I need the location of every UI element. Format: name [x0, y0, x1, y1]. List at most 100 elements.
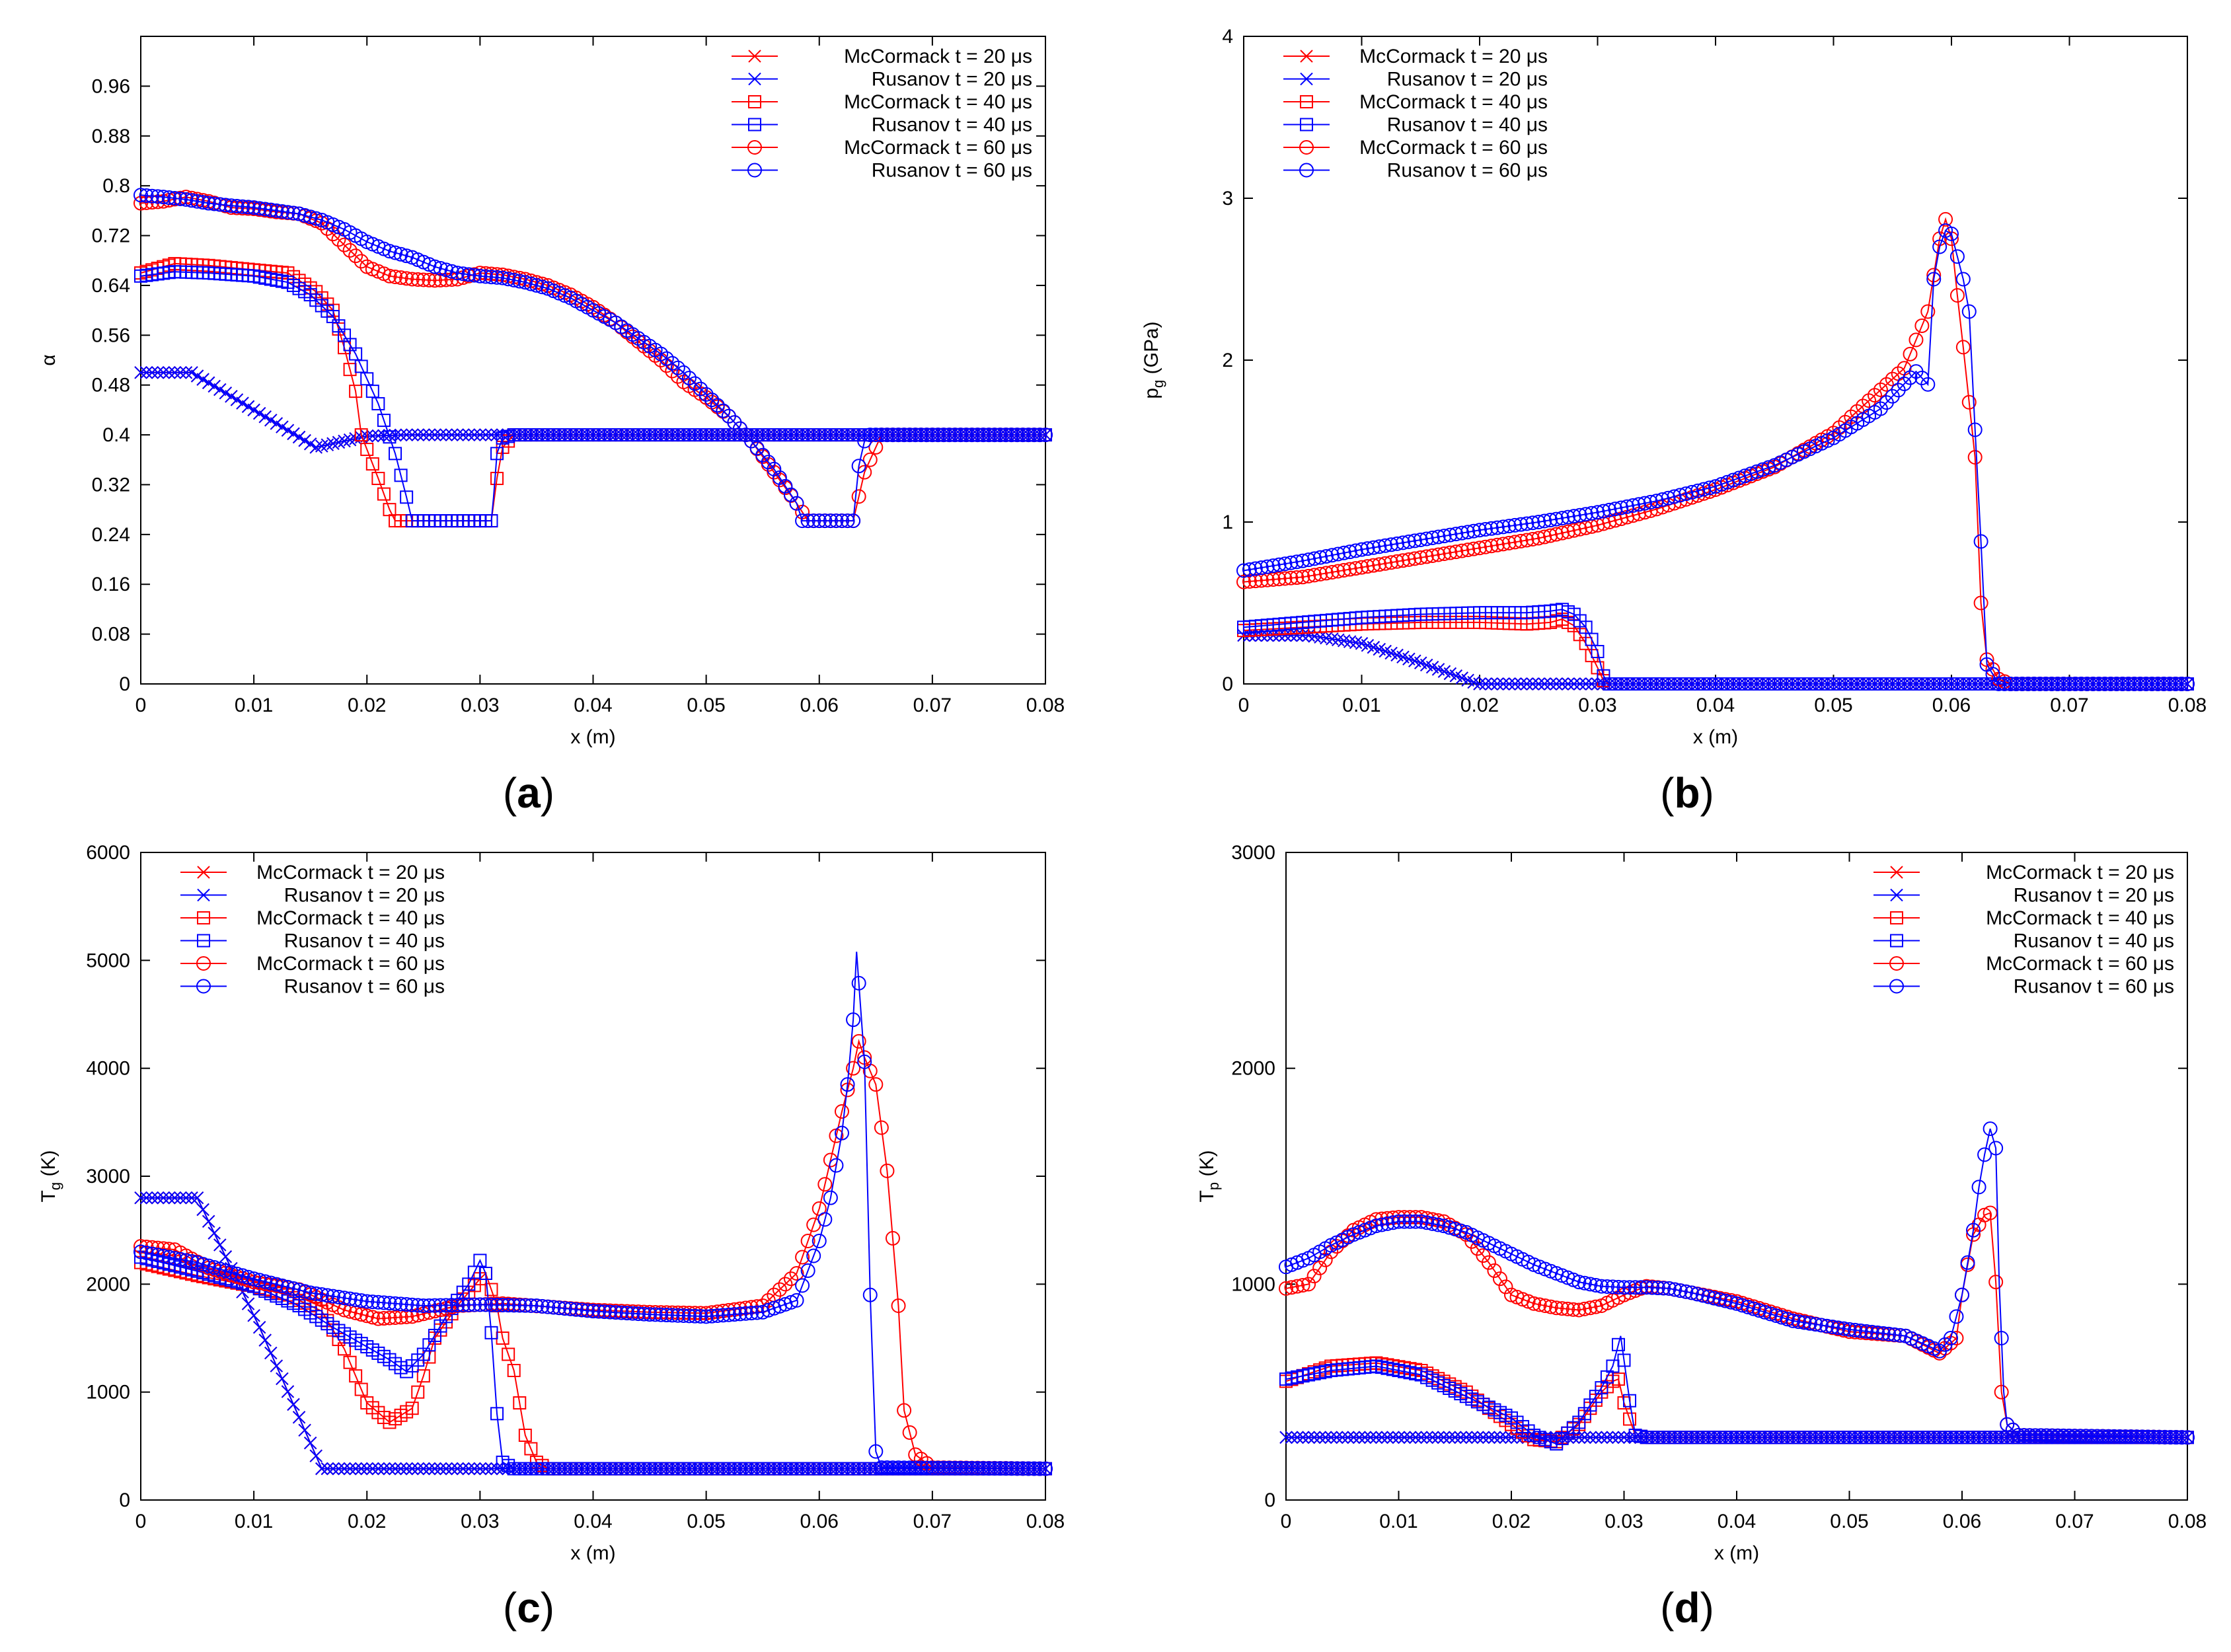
- panel-c-data-point: [484, 1297, 499, 1312]
- panel-d-data-point: [1577, 1301, 1592, 1316]
- panel-d-data-point: [2174, 1430, 2189, 1445]
- panel-b-data-point: [1973, 534, 1988, 549]
- panel-c-data-point: [139, 1191, 153, 1205]
- panel-d-legend-marker: [1889, 956, 1904, 971]
- panel-b-data-point: [1401, 552, 1416, 567]
- panel-c-data-point: [795, 1278, 810, 1293]
- panel-b-data-point: [2127, 677, 2142, 691]
- panel-c-data-point: [404, 1309, 420, 1324]
- panel-a-data-point: [993, 428, 1008, 443]
- panel-c-data-point: [597, 1304, 612, 1320]
- panel-b-data-point: [1395, 553, 1410, 568]
- panel-b-data-point: [2038, 677, 2053, 691]
- panel-d-data-point: [2112, 1429, 2127, 1444]
- panel-d-data-point: [1864, 1324, 1879, 1339]
- panel-c-data-point: [229, 1266, 245, 1281]
- panel-c-y-tick-label: 4000: [86, 1058, 130, 1080]
- panel-c-data-point: [880, 1460, 895, 1476]
- panel-c-data-point: [484, 1462, 498, 1476]
- panel-b-data-point: [2080, 677, 2095, 691]
- panel-d-data-point: [1786, 1313, 1801, 1328]
- panel-a-data-point: [377, 414, 391, 428]
- panel-c-data-point: [337, 1302, 352, 1318]
- panel-b-x-tick-label: 0.02: [1460, 695, 1499, 716]
- panel-c-data-point: [524, 1442, 538, 1456]
- panel-d-data-point: [1279, 1431, 1293, 1444]
- panel-b-data-point: [1343, 635, 1357, 648]
- panel-c-data-point: [676, 1308, 691, 1324]
- panel-c-legend-marker: [197, 911, 210, 924]
- panel-c-data-point: [1004, 1461, 1019, 1476]
- panel-b-data-point: [2150, 677, 2166, 691]
- panel-d-data-point: [1566, 1302, 1581, 1317]
- panel-c-data-point: [987, 1461, 1002, 1476]
- panel-c-data-point: [738, 1306, 753, 1321]
- panel-d-data-point: [1634, 1280, 1649, 1295]
- panel-c-data-point: [264, 1346, 278, 1360]
- panel-a-data-point: [789, 496, 804, 511]
- panel-c-data-point: [829, 1158, 844, 1173]
- panel-a-y-tick-label: 0.32: [92, 474, 130, 496]
- panel-d-data-point: [1831, 1320, 1846, 1335]
- panel-a-data-point: [975, 428, 991, 443]
- panel-d-data-point: [1712, 1292, 1727, 1307]
- panel-a-data-point: [868, 428, 884, 443]
- panel-c-x-tick-label: 0.03: [461, 1511, 499, 1532]
- panel-c-data-point: [218, 1263, 233, 1278]
- panel-b-data-point: [1324, 564, 1340, 580]
- panel-c-data-point: [761, 1293, 776, 1308]
- panel-b-data-point: [1425, 548, 1440, 563]
- panel-b-data-point: [1236, 563, 1251, 578]
- panel-a-data-point: [298, 433, 311, 447]
- panel-a-data-point: [377, 487, 391, 501]
- panel-c-data-point: [693, 1309, 708, 1324]
- panel-d-data-point: [1295, 1277, 1310, 1293]
- panel-a-data-point: [252, 406, 266, 420]
- panel-d-data-point: [1780, 1312, 1795, 1327]
- panel-a-data-point: [919, 428, 934, 443]
- panel-b-data-point: [1684, 484, 1700, 500]
- panel-d-y-tick-label: 1000: [1231, 1273, 1275, 1295]
- panel-c-data-point: [778, 1277, 793, 1292]
- panel-d-data-point: [1488, 1431, 1501, 1444]
- panel-b-data-point: [1696, 482, 1712, 497]
- panel-b-data-point: [1437, 546, 1452, 562]
- panel-c-data-point: [179, 1191, 193, 1205]
- panel-a-data-point: [484, 428, 498, 441]
- panel-b-data-point: [1909, 332, 1924, 348]
- panel-c-data-point: [343, 1462, 357, 1476]
- panel-a-data-point: [218, 198, 233, 213]
- panel-b-data-point: [1690, 483, 1706, 498]
- panel-c-legend-label: Rusanov t = 60 μs: [284, 976, 445, 998]
- panel-d-data-point: [1616, 1280, 1632, 1295]
- panel-c-data-point: [806, 1248, 821, 1263]
- panel-c-data-point: [630, 1306, 646, 1322]
- panel-b-data-point: [1455, 543, 1470, 558]
- panel-a-data-point: [389, 447, 402, 461]
- panel-b-data-point: [1932, 239, 1947, 254]
- panel-c-data-point: [365, 1310, 380, 1325]
- panel-c-data-point: [580, 1303, 595, 1318]
- panel-a-data-point: [473, 268, 488, 283]
- panel-b-data-point: [2162, 677, 2177, 691]
- panel-c-data-point: [337, 1291, 352, 1306]
- panel-a-data-point: [687, 376, 702, 391]
- panel-a-data-point: [812, 513, 827, 529]
- panel-a-data-point: [461, 267, 476, 282]
- panel-c-data-point: [665, 1308, 680, 1323]
- panel-d-data-point: [1893, 1328, 1908, 1343]
- panel-a-data-point: [274, 204, 289, 219]
- panel-c-data-point: [484, 1326, 498, 1339]
- panel-d-data-point: [1408, 1214, 1423, 1229]
- panel-d-data-point: [1414, 1214, 1429, 1229]
- panel-c-data-point: [885, 1460, 900, 1476]
- panel-a-data-point: [315, 439, 328, 453]
- panel-d-legend-label: McCormack t = 60 μs: [1986, 953, 2174, 975]
- panel-b-data-point: [1466, 541, 1482, 556]
- panel-c-data-point: [523, 1298, 539, 1313]
- panel-d-data-point: [1342, 1431, 1355, 1444]
- panel-c-data-point: [495, 1298, 510, 1313]
- panel-c-data-point: [343, 1355, 357, 1369]
- panel-a-data-point: [439, 428, 453, 441]
- panel-b-data-point: [1413, 550, 1428, 565]
